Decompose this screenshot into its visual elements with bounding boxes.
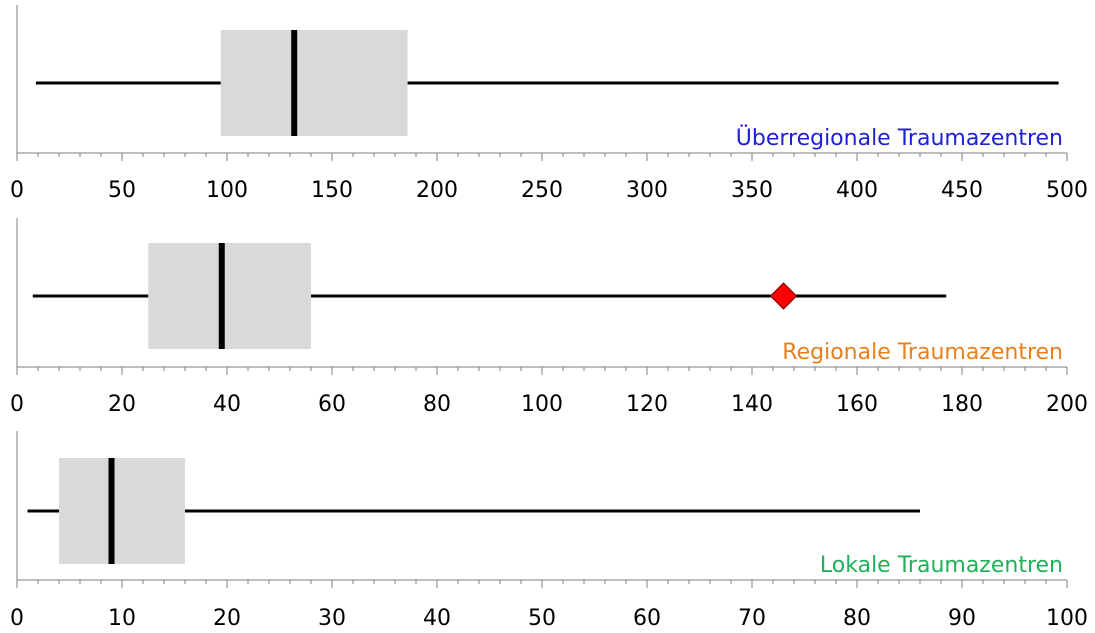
box-iqr	[59, 458, 185, 564]
x-tick-label: 80	[423, 392, 451, 417]
x-tick-label: 20	[108, 392, 136, 417]
x-tick-label: 60	[318, 392, 346, 417]
x-tick-label: 0	[10, 178, 24, 203]
x-tick-label: 60	[633, 606, 661, 628]
box-iqr	[220, 30, 408, 136]
x-tick-label: 450	[941, 178, 983, 203]
series-label: Überregionale Traumazentren	[736, 125, 1063, 151]
series-label: Lokale Traumazentren	[820, 553, 1063, 578]
x-tick-label: 400	[836, 178, 878, 203]
x-tick-label: 0	[10, 606, 24, 628]
x-tick-label: 40	[213, 392, 241, 417]
x-tick-label: 90	[948, 606, 976, 628]
x-tick-label: 350	[731, 178, 773, 203]
x-tick-label: 250	[521, 178, 563, 203]
x-tick-label: 10	[108, 606, 136, 628]
x-tick-label: 150	[311, 178, 353, 203]
series-label: Regionale Traumazentren	[782, 340, 1063, 365]
marker-diamond	[769, 282, 798, 310]
x-tick-label: 30	[318, 606, 346, 628]
x-tick-label: 70	[738, 606, 766, 628]
x-tick-label: 0	[10, 392, 24, 417]
x-tick-label: 300	[626, 178, 668, 203]
x-tick-label: 100	[206, 178, 248, 203]
x-tick-label: 100	[521, 392, 563, 417]
x-tick-label: 200	[416, 178, 458, 203]
x-tick-label: 200	[1046, 392, 1088, 417]
x-tick-label: 80	[843, 606, 871, 628]
x-tick-label: 40	[423, 606, 451, 628]
x-tick-label: 180	[941, 392, 983, 417]
x-tick-label: 50	[528, 606, 556, 628]
x-tick-label: 20	[213, 606, 241, 628]
x-tick-label: 50	[108, 178, 136, 203]
x-tick-label: 140	[731, 392, 773, 417]
x-tick-label: 100	[1046, 606, 1088, 628]
x-tick-label: 120	[626, 392, 668, 417]
box-iqr	[148, 243, 311, 349]
x-tick-label: 500	[1046, 178, 1088, 203]
x-tick-label: 160	[836, 392, 878, 417]
